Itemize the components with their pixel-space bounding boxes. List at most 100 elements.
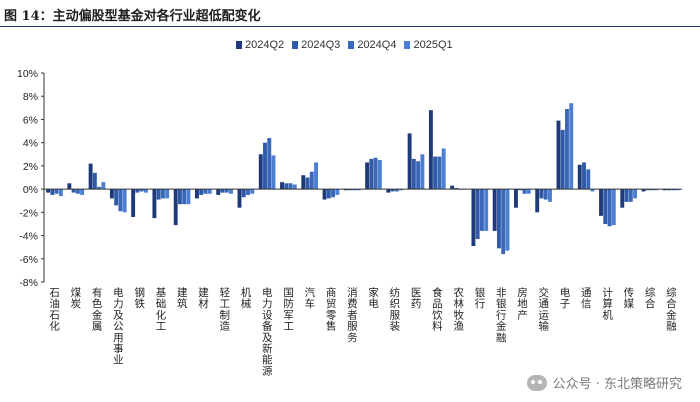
- bar: [416, 161, 421, 190]
- bar: [556, 120, 561, 190]
- x-tick-label: 房地产: [517, 286, 528, 321]
- bar: [535, 189, 540, 213]
- x-tick-label: 基础化工: [156, 286, 167, 333]
- bar: [675, 189, 680, 191]
- bar: [407, 133, 412, 190]
- bar: [641, 189, 646, 192]
- bar: [75, 189, 80, 194]
- watermark-text: 公众号 · 东北策略研究: [552, 377, 682, 392]
- x-tick-label: 石油石化: [49, 287, 60, 333]
- bar: [46, 189, 51, 193]
- bar: [411, 158, 416, 190]
- bar: [292, 184, 297, 190]
- bar: [258, 154, 263, 190]
- bar: [471, 189, 476, 246]
- x-tick-label: 农林牧渔: [453, 286, 464, 333]
- x-tick-label: 消费者服务: [347, 286, 358, 344]
- x-tick-label: 计算机: [602, 286, 613, 321]
- bar: [654, 189, 659, 191]
- bar: [199, 189, 204, 195]
- x-tick-label: 家电: [368, 286, 379, 310]
- bar: [54, 189, 59, 194]
- bar: [539, 189, 544, 199]
- bar: [428, 110, 433, 190]
- bar: [216, 189, 221, 195]
- bar: [650, 189, 655, 191]
- bar: [135, 189, 140, 193]
- legend-item-1: 2024Q3: [292, 39, 340, 51]
- bar: [263, 142, 267, 190]
- x-tick-label: 电力及公用事业: [113, 286, 124, 366]
- bar: [667, 189, 672, 191]
- bar: [628, 189, 633, 202]
- bar: [501, 189, 506, 255]
- bar: [101, 182, 106, 190]
- bar: [352, 189, 357, 191]
- y-tick-label: -8%: [19, 277, 38, 289]
- x-tick-label: 食品饮料: [432, 286, 443, 333]
- bar: [182, 189, 187, 205]
- bar: [624, 189, 629, 202]
- wechat-icon: [526, 374, 547, 391]
- y-tick-label: -4%: [19, 231, 38, 243]
- bar: [377, 160, 382, 190]
- bar: [152, 189, 157, 219]
- bar: [165, 189, 170, 199]
- bar: [671, 189, 676, 191]
- bar: [505, 189, 510, 251]
- bar: [143, 189, 148, 193]
- y-tick-label: 6%: [23, 114, 38, 126]
- x-tick-label: 建材: [198, 286, 209, 310]
- bar: [607, 189, 612, 227]
- legend-swatch-1: [292, 41, 299, 49]
- bar: [314, 162, 318, 190]
- legend-swatch-3: [404, 41, 411, 49]
- x-tick-label: 通信: [581, 287, 592, 310]
- bar: [92, 172, 97, 190]
- bar: [88, 163, 93, 190]
- bar: [97, 186, 102, 190]
- bar: [390, 189, 395, 192]
- bar: [122, 189, 127, 213]
- bar: [611, 189, 616, 226]
- x-tick-label: 建筑: [177, 286, 188, 310]
- y-tick-label: -2%: [19, 207, 38, 219]
- x-tick-label: 传媒: [624, 287, 635, 310]
- x-tick-label: 汽车: [305, 286, 316, 310]
- y-tick-label: 10%: [17, 68, 38, 80]
- bar: [599, 189, 603, 216]
- bar: [569, 103, 574, 190]
- bar: [620, 189, 625, 208]
- bar: [267, 138, 272, 190]
- x-tick-label: 非银行金融: [496, 287, 507, 344]
- bar: [284, 183, 289, 190]
- bar: [386, 189, 391, 193]
- y-tick-label: 2%: [23, 161, 38, 173]
- legend-label-3: 2025Q1: [413, 39, 453, 51]
- x-tick-label: 机械: [241, 286, 252, 310]
- bar: [156, 189, 161, 200]
- bar: [241, 189, 246, 198]
- bar: [280, 182, 284, 190]
- bar: [331, 189, 336, 198]
- bar: [58, 189, 63, 197]
- legend-item-0: 2024Q2: [236, 39, 284, 51]
- bar: [479, 189, 484, 231]
- bar: [114, 189, 119, 206]
- bar: [518, 189, 523, 191]
- bar: [326, 189, 331, 199]
- x-tick-label: 医药: [411, 287, 422, 310]
- bar: [496, 189, 501, 249]
- bar: [160, 189, 165, 199]
- legend-label-1: 2024Q3: [301, 39, 341, 51]
- bar: [139, 189, 144, 192]
- bar: [118, 189, 123, 212]
- bar: [522, 189, 527, 194]
- bar: [450, 185, 455, 190]
- x-tick-label: 轻工制造: [220, 286, 231, 333]
- bar: [582, 162, 586, 190]
- bar: [271, 155, 276, 190]
- bar: [237, 189, 242, 208]
- bar: [203, 189, 208, 194]
